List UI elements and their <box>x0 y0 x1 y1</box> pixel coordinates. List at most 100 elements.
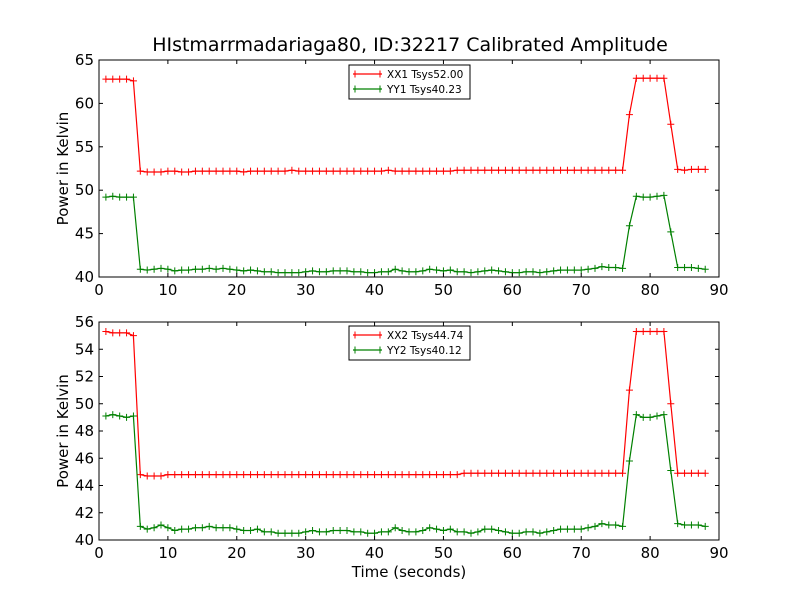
y-tick-label: 50 <box>75 395 94 413</box>
data-point <box>439 167 447 175</box>
data-point <box>681 469 689 477</box>
data-point <box>405 528 413 536</box>
data-point <box>625 222 633 230</box>
data-point <box>577 266 585 274</box>
data-point <box>701 469 709 477</box>
data-point <box>309 167 317 175</box>
data-point <box>143 525 151 533</box>
data-point <box>605 521 613 529</box>
data-point <box>694 469 702 477</box>
data-point <box>322 167 330 175</box>
data-point <box>253 471 261 479</box>
data-point <box>522 469 530 477</box>
data-point <box>171 267 179 275</box>
data-point <box>274 269 282 277</box>
data-point <box>412 167 420 175</box>
data-point <box>646 74 654 82</box>
data-point <box>515 529 523 537</box>
data-point <box>123 75 131 83</box>
data-point <box>557 266 565 274</box>
data-point <box>701 522 709 530</box>
data-point <box>274 471 282 479</box>
data-point <box>433 167 441 175</box>
data-point <box>536 529 544 537</box>
x-tick-label: 70 <box>572 281 591 299</box>
data-point <box>343 471 351 479</box>
data-point <box>150 168 158 176</box>
data-point <box>191 471 199 479</box>
data-point <box>653 412 661 420</box>
data-point <box>701 265 709 273</box>
data-point <box>474 528 482 536</box>
data-point <box>563 166 571 174</box>
data-point <box>481 166 489 174</box>
x-tick-label: 60 <box>503 281 522 299</box>
data-point <box>150 524 158 532</box>
data-point <box>584 265 592 273</box>
data-point <box>129 412 137 420</box>
data-point <box>343 167 351 175</box>
data-point <box>185 168 193 176</box>
data-point <box>357 268 365 276</box>
data-point <box>426 524 434 532</box>
data-point <box>598 520 606 528</box>
y-tick-label: 40 <box>75 531 94 549</box>
data-point <box>667 120 675 128</box>
data-point <box>681 166 689 174</box>
data-point <box>563 469 571 477</box>
data-point <box>315 528 323 536</box>
data-point <box>288 269 296 277</box>
data-point <box>515 469 523 477</box>
data-point <box>550 267 558 275</box>
data-point <box>116 193 124 201</box>
data-point <box>619 469 627 477</box>
data-point <box>474 469 482 477</box>
data-point <box>529 166 537 174</box>
data-point <box>439 471 447 479</box>
data-point <box>391 524 399 532</box>
series-line-2 <box>105 194 706 274</box>
data-point <box>508 469 516 477</box>
data-point <box>233 266 241 274</box>
data-point <box>295 167 303 175</box>
data-point <box>419 267 427 275</box>
data-point <box>460 166 468 174</box>
data-point <box>488 469 496 477</box>
data-point <box>460 528 468 536</box>
data-point <box>384 268 392 276</box>
data-point <box>302 167 310 175</box>
data-point <box>185 525 193 533</box>
data-point <box>322 268 330 276</box>
data-point <box>570 469 578 477</box>
data-point <box>536 166 544 174</box>
data-point <box>543 268 551 276</box>
series-line-2 <box>105 413 706 534</box>
data-point <box>646 193 654 201</box>
data-point <box>501 469 509 477</box>
data-point <box>632 328 640 336</box>
x-tick-label: 30 <box>296 281 315 299</box>
data-point <box>191 265 199 273</box>
legend-label: YY1 Tsys40.23 <box>386 84 462 96</box>
data-point <box>281 269 289 277</box>
data-point <box>219 264 227 272</box>
data-point <box>515 166 523 174</box>
data-point <box>336 526 344 534</box>
data-point <box>302 528 310 536</box>
data-point <box>274 529 282 537</box>
data-point <box>336 267 344 275</box>
data-point <box>557 166 565 174</box>
data-point <box>164 471 172 479</box>
data-point <box>233 525 241 533</box>
data-point <box>191 524 199 532</box>
legend-box <box>348 325 471 361</box>
data-point <box>178 266 186 274</box>
data-point <box>433 525 441 533</box>
data-point <box>336 167 344 175</box>
legend-box <box>348 64 471 100</box>
data-point <box>639 413 647 421</box>
data-point <box>591 264 599 272</box>
data-point <box>343 267 351 275</box>
data-point <box>109 75 117 83</box>
data-point <box>625 457 633 465</box>
